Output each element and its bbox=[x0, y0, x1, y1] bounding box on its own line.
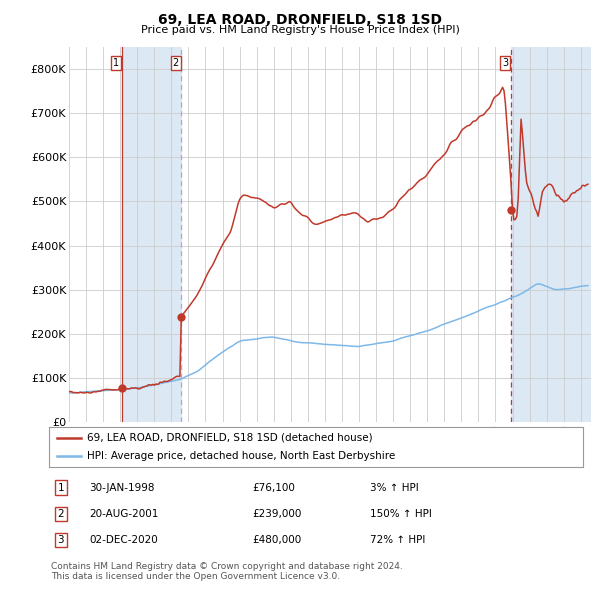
Text: 72% ↑ HPI: 72% ↑ HPI bbox=[370, 535, 425, 545]
Text: 02-DEC-2020: 02-DEC-2020 bbox=[89, 535, 158, 545]
Text: 1: 1 bbox=[113, 58, 119, 68]
Text: 3: 3 bbox=[58, 535, 64, 545]
Text: 69, LEA ROAD, DRONFIELD, S18 1SD (detached house): 69, LEA ROAD, DRONFIELD, S18 1SD (detach… bbox=[86, 433, 372, 443]
Text: 2: 2 bbox=[172, 58, 179, 68]
Text: 3% ↑ HPI: 3% ↑ HPI bbox=[370, 483, 418, 493]
Text: 69, LEA ROAD, DRONFIELD, S18 1SD: 69, LEA ROAD, DRONFIELD, S18 1SD bbox=[158, 13, 442, 27]
Text: 30-JAN-1998: 30-JAN-1998 bbox=[89, 483, 155, 493]
Text: 1: 1 bbox=[58, 483, 64, 493]
Text: 20-AUG-2001: 20-AUG-2001 bbox=[89, 509, 158, 519]
Text: Contains HM Land Registry data © Crown copyright and database right 2024.: Contains HM Land Registry data © Crown c… bbox=[51, 562, 403, 571]
Text: 150% ↑ HPI: 150% ↑ HPI bbox=[370, 509, 431, 519]
Text: This data is licensed under the Open Government Licence v3.0.: This data is licensed under the Open Gov… bbox=[51, 572, 340, 581]
Text: HPI: Average price, detached house, North East Derbyshire: HPI: Average price, detached house, Nort… bbox=[86, 451, 395, 461]
Bar bbox=[511, 47, 591, 422]
Text: £239,000: £239,000 bbox=[252, 509, 301, 519]
Bar bbox=[122, 47, 181, 422]
Text: Price paid vs. HM Land Registry's House Price Index (HPI): Price paid vs. HM Land Registry's House … bbox=[140, 25, 460, 35]
Text: £480,000: £480,000 bbox=[252, 535, 301, 545]
Text: 3: 3 bbox=[502, 58, 509, 68]
Text: £76,100: £76,100 bbox=[252, 483, 295, 493]
Text: 2: 2 bbox=[58, 509, 64, 519]
